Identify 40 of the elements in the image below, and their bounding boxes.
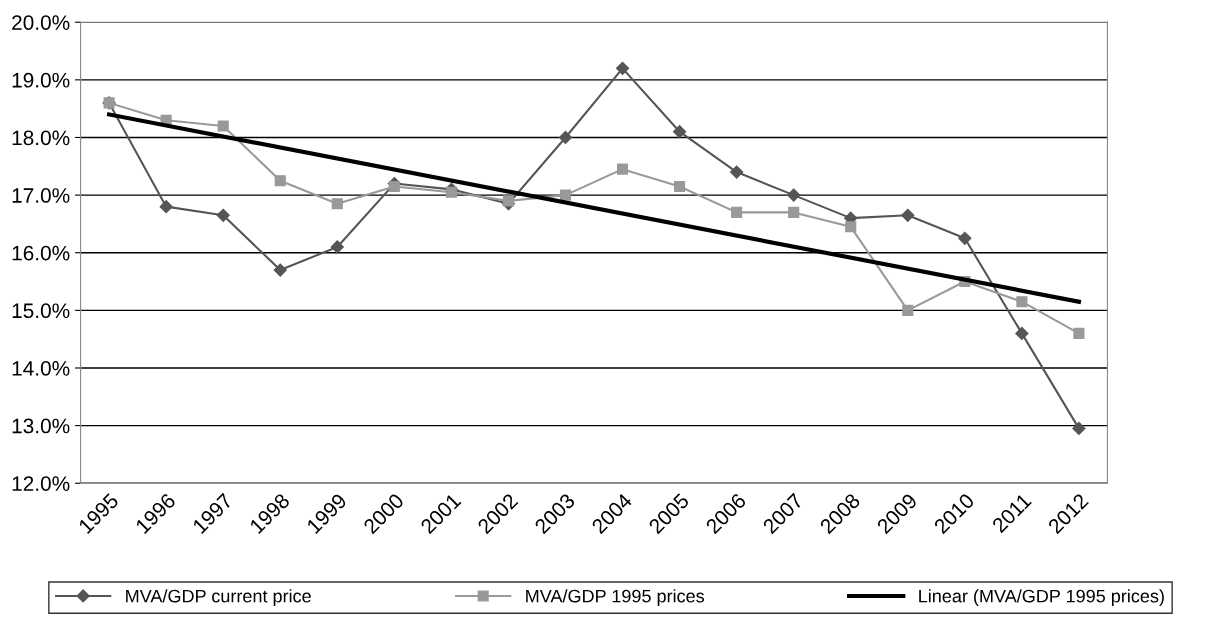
point bbox=[274, 175, 286, 187]
point bbox=[1016, 296, 1028, 308]
y-tick-label: 17.0% bbox=[12, 188, 70, 203]
y-tick-label: 16.0% bbox=[12, 245, 70, 261]
point bbox=[1072, 421, 1086, 436]
point bbox=[217, 120, 229, 132]
point bbox=[674, 180, 686, 193]
point bbox=[845, 221, 857, 233]
legend-label: Linear (MVA/GDP 1995 prices) bbox=[919, 589, 1164, 607]
point bbox=[502, 195, 515, 207]
y-tick-label: 13.0% bbox=[12, 418, 70, 434]
y-tick-label: 18.0% bbox=[12, 130, 70, 146]
point bbox=[788, 206, 800, 218]
point bbox=[330, 240, 344, 254]
point bbox=[273, 263, 287, 277]
point bbox=[616, 163, 629, 175]
point bbox=[901, 208, 915, 222]
point bbox=[731, 206, 743, 218]
point bbox=[331, 198, 343, 210]
y-tick-label: 14.0% bbox=[12, 360, 70, 376]
point bbox=[958, 231, 972, 245]
legend-label: MVA/GDP 1995 prices bbox=[526, 589, 705, 607]
y-tick-label: 19.0% bbox=[12, 72, 70, 88]
legend-label: MVA/GDP current price bbox=[126, 589, 311, 607]
point bbox=[159, 200, 173, 214]
point bbox=[673, 125, 687, 139]
point bbox=[730, 165, 744, 179]
point bbox=[558, 130, 573, 145]
point bbox=[216, 208, 230, 222]
y-tick-label: 12.0% bbox=[12, 476, 70, 491]
y-tick-label: 15.0% bbox=[12, 303, 70, 319]
point bbox=[1073, 327, 1085, 339]
y-tick-label: 20.0% bbox=[12, 15, 70, 30]
point bbox=[388, 180, 400, 193]
point bbox=[615, 61, 630, 75]
point bbox=[787, 188, 801, 202]
point bbox=[902, 304, 914, 316]
point bbox=[559, 189, 572, 201]
point bbox=[445, 186, 457, 198]
point bbox=[1015, 326, 1029, 340]
